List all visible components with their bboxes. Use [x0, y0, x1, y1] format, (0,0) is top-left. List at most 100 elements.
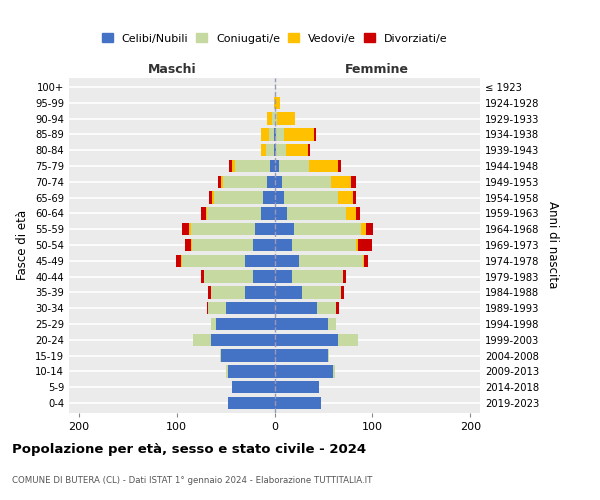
Bar — [275, 223, 294, 235]
Bar — [211, 334, 275, 346]
Bar — [317, 302, 336, 314]
Bar — [328, 318, 336, 330]
Bar — [216, 318, 275, 330]
Bar — [338, 160, 341, 172]
Bar — [361, 223, 365, 235]
Bar — [341, 286, 344, 298]
Bar — [275, 112, 277, 124]
Bar — [245, 254, 275, 267]
Bar — [181, 254, 182, 267]
Bar — [266, 176, 275, 188]
Bar — [277, 128, 284, 140]
Bar — [192, 239, 253, 251]
Bar — [206, 207, 207, 220]
Bar — [275, 192, 284, 204]
Bar — [275, 176, 283, 188]
Bar — [245, 286, 275, 298]
Bar — [336, 302, 339, 314]
Bar — [275, 160, 280, 172]
Y-axis label: Fasce di età: Fasce di età — [16, 210, 29, 280]
Bar — [261, 207, 275, 220]
Bar — [269, 160, 275, 172]
Bar — [204, 270, 253, 283]
Bar — [261, 128, 269, 140]
Bar — [191, 239, 193, 251]
Bar — [182, 223, 190, 235]
Bar — [356, 239, 358, 251]
Bar — [191, 223, 255, 235]
Bar — [275, 381, 319, 394]
Bar — [286, 144, 308, 156]
Bar — [229, 160, 232, 172]
Bar — [190, 223, 191, 235]
Bar — [284, 192, 338, 204]
Bar — [221, 350, 275, 362]
Bar — [232, 160, 235, 172]
Bar — [284, 128, 314, 140]
Bar — [274, 128, 275, 140]
Bar — [346, 207, 356, 220]
Bar — [208, 302, 226, 314]
Bar — [275, 302, 317, 314]
Bar — [212, 192, 214, 204]
Bar — [302, 286, 341, 298]
Bar — [255, 223, 275, 235]
Bar — [309, 160, 338, 172]
Y-axis label: Anni di nascita: Anni di nascita — [546, 202, 559, 288]
Bar — [358, 239, 373, 251]
Bar — [185, 239, 191, 251]
Bar — [214, 192, 263, 204]
Bar — [221, 176, 223, 188]
Bar — [275, 334, 338, 346]
Bar — [193, 334, 211, 346]
Bar — [294, 223, 361, 235]
Bar — [266, 144, 274, 156]
Bar — [272, 112, 275, 124]
Bar — [269, 128, 274, 140]
Bar — [280, 160, 309, 172]
Bar — [353, 192, 356, 204]
Bar — [274, 96, 275, 109]
Bar — [364, 254, 368, 267]
Bar — [253, 270, 275, 283]
Bar — [182, 254, 245, 267]
Bar — [263, 192, 275, 204]
Bar — [283, 176, 331, 188]
Bar — [275, 96, 280, 109]
Bar — [275, 366, 333, 378]
Bar — [223, 176, 266, 188]
Bar — [235, 160, 269, 172]
Bar — [275, 254, 299, 267]
Bar — [253, 239, 275, 251]
Bar — [292, 239, 356, 251]
Bar — [351, 176, 356, 188]
Text: Popolazione per età, sesso e stato civile - 2024: Popolazione per età, sesso e stato civil… — [12, 442, 366, 456]
Bar — [207, 302, 208, 314]
Bar — [275, 397, 322, 409]
Bar — [220, 350, 221, 362]
Bar — [201, 207, 206, 220]
Bar — [338, 192, 353, 204]
Bar — [275, 207, 287, 220]
Bar — [338, 334, 358, 346]
Bar — [277, 144, 286, 156]
Bar — [201, 270, 204, 283]
Legend: Celibi/Nubili, Coniugati/e, Vedovi/e, Divorziati/e: Celibi/Nubili, Coniugati/e, Vedovi/e, Di… — [100, 31, 449, 46]
Bar — [331, 176, 351, 188]
Bar — [275, 270, 292, 283]
Bar — [275, 286, 302, 298]
Bar — [333, 366, 335, 378]
Bar — [211, 318, 216, 330]
Bar — [275, 128, 277, 140]
Bar — [274, 144, 275, 156]
Bar — [266, 112, 272, 124]
Bar — [232, 381, 275, 394]
Bar — [227, 366, 275, 378]
Bar — [275, 318, 328, 330]
Bar — [275, 144, 277, 156]
Bar — [209, 192, 212, 204]
Bar — [314, 128, 316, 140]
Bar — [218, 176, 221, 188]
Bar — [299, 254, 362, 267]
Bar — [362, 254, 364, 267]
